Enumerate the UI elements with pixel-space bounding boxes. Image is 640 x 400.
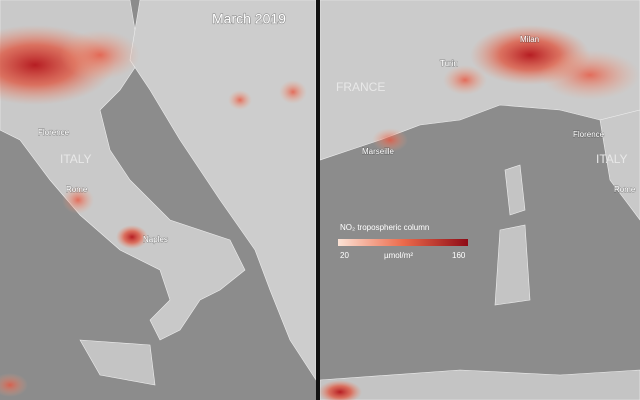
legend-unit: µmol/m²: [384, 251, 413, 260]
city-label: Florence: [573, 130, 605, 139]
right-panel: FRANCE Turin Milan Marseille Florence IT…: [320, 0, 640, 400]
country-label: FRANCE: [336, 80, 385, 94]
divider: [316, 0, 320, 400]
city-label: Rome: [614, 185, 636, 194]
city-label: Naples: [143, 235, 168, 244]
country-label: ITALY: [60, 152, 92, 166]
city-label: Turin: [440, 59, 458, 68]
legend-min: 20: [340, 251, 349, 260]
city-label: Marseille: [362, 147, 395, 156]
panel-title: March 2019: [212, 11, 286, 27]
city-label: Rome: [66, 185, 88, 194]
legend: NO₂ tropospheric column 20 µmol/m² 160: [338, 223, 468, 260]
left-panel: March 2019 Florence ITALY Rome Naples: [0, 0, 316, 400]
city-label: Florence: [38, 128, 70, 137]
country-label: ITALY: [596, 152, 628, 166]
city-label: Milan: [520, 35, 539, 44]
color-bar: [338, 239, 468, 246]
legend-max: 160: [452, 251, 466, 260]
legend-title: NO₂ tropospheric column: [340, 223, 429, 232]
